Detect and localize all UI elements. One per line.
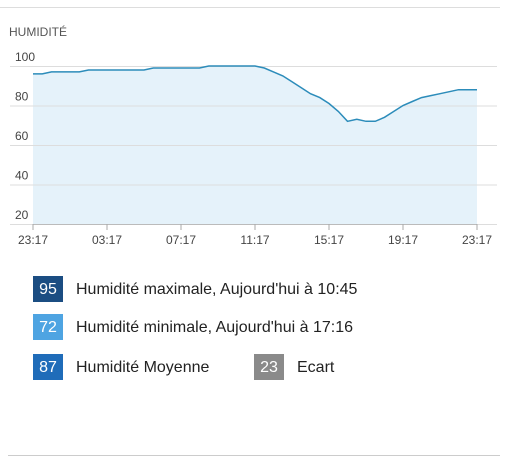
stat-label: Humidité maximale, Aujourd'hui à 10:45	[76, 281, 358, 298]
y-tick-label: 100	[15, 50, 35, 64]
stat-label: Ecart	[297, 359, 335, 376]
stat-box	[33, 276, 63, 302]
x-tick-label: 23:17	[462, 233, 492, 247]
stat-label: Humidité minimale, Aujourd'hui à 17:16	[76, 319, 353, 336]
y-tick-label: 20	[15, 208, 29, 222]
stat-value: 23	[260, 359, 278, 376]
stat-value: 87	[39, 359, 57, 376]
line	[33, 65, 477, 123]
stat-value: 95	[39, 281, 57, 298]
stat-value: 72	[39, 319, 57, 336]
chart-title: HUMIDITÉ	[9, 24, 67, 39]
x-tick-label: 03:17	[92, 233, 122, 247]
y-tick-label: 60	[15, 129, 29, 143]
stat-box	[254, 354, 284, 380]
x-tick-label: 07:17	[166, 233, 196, 247]
stat-box	[33, 314, 63, 340]
x-tick-label: 11:17	[240, 233, 269, 247]
stat-box	[33, 354, 63, 380]
y-tick-label: 80	[15, 90, 29, 104]
x-tick-label: 23:17	[18, 233, 48, 247]
x-tick-label: 15:17	[314, 233, 344, 247]
x-tick-label: 19:17	[388, 233, 418, 247]
y-tick-label: 40	[15, 169, 29, 183]
stat-label: Humidité Moyenne	[76, 359, 210, 376]
